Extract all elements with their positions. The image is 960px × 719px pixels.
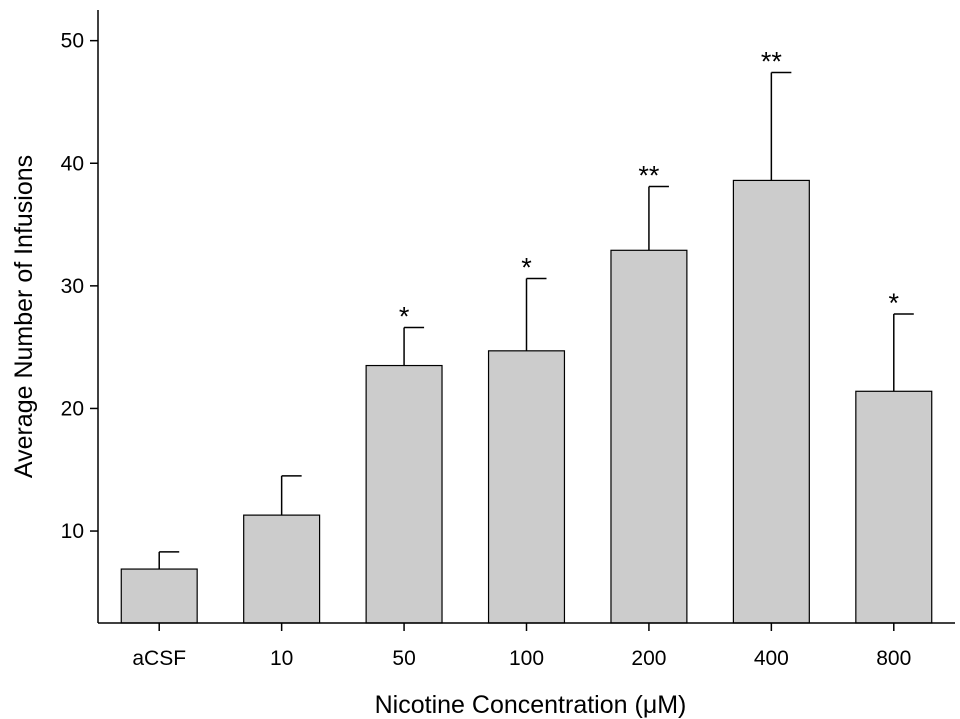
- significance-label: *: [521, 252, 532, 282]
- bar: [487, 350, 566, 624]
- x-tick-label: 200: [631, 647, 666, 670]
- bar: [243, 514, 321, 624]
- x-tick-label: 50: [392, 647, 415, 670]
- bar: [610, 249, 688, 624]
- significance-label: **: [638, 161, 660, 191]
- y-tick-label: 30: [61, 275, 84, 298]
- x-axis-title: Nicotine Concentration (μM): [375, 691, 687, 719]
- y-tick-label: 10: [61, 520, 84, 543]
- y-tick-label: 20: [61, 397, 84, 420]
- y-tick-label: 50: [61, 30, 84, 53]
- plot-area: 10 20 30 40 50 aCSF 10 50 * 100 * 200 ** 400 ** 800 *: [61, 30, 933, 670]
- x-tick-label: 800: [876, 647, 911, 670]
- bar: [120, 568, 198, 624]
- y-tick-label: 40: [61, 152, 84, 175]
- x-tick-label: aCSF: [132, 647, 186, 670]
- significance-label: *: [399, 302, 410, 332]
- x-tick-label: 100: [509, 647, 544, 670]
- x-tick-label: 400: [754, 647, 789, 670]
- bar: [365, 364, 443, 624]
- x-tick-label: 10: [270, 647, 293, 670]
- y-axis-title: Average Number of Infusions: [10, 155, 38, 478]
- significance-label: **: [761, 47, 783, 77]
- significance-label: *: [889, 288, 900, 318]
- bar: [732, 179, 810, 624]
- bar: [855, 390, 933, 624]
